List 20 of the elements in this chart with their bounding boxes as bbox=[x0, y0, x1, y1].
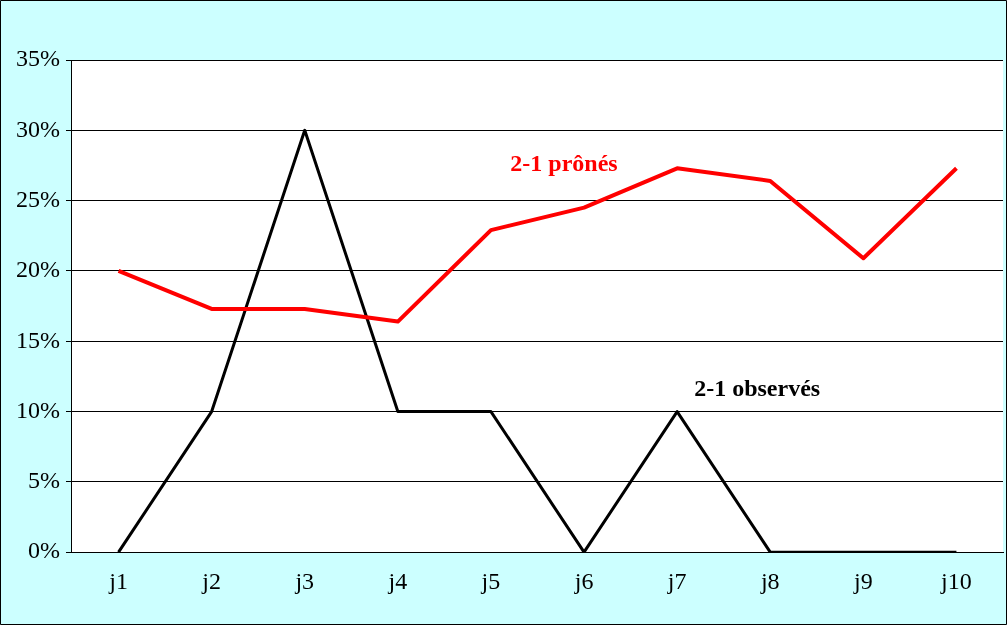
series-label: 2-1 observés bbox=[694, 374, 821, 401]
y-tick-label: 20% bbox=[15, 256, 60, 283]
x-tick-label: j3 bbox=[294, 567, 315, 594]
x-tick-label: j8 bbox=[759, 567, 780, 594]
x-tick-label: j1 bbox=[108, 567, 128, 594]
y-tick-label: 25% bbox=[15, 185, 60, 212]
y-tick-label: 30% bbox=[15, 115, 60, 142]
series-label: 2-1 prônés bbox=[510, 149, 618, 176]
y-tick-label: 0% bbox=[27, 537, 60, 564]
x-tick-label: j6 bbox=[573, 567, 594, 594]
y-tick-label: 10% bbox=[15, 396, 60, 423]
x-tick-label: j5 bbox=[480, 567, 501, 594]
x-tick-label: j2 bbox=[201, 567, 221, 594]
y-tick-label: 35% bbox=[15, 45, 60, 72]
x-tick-label: j10 bbox=[940, 567, 972, 594]
x-tick-label: j4 bbox=[387, 567, 408, 594]
x-tick-label: j7 bbox=[666, 567, 687, 594]
y-tick-label: 5% bbox=[27, 467, 60, 494]
x-tick-label: j9 bbox=[853, 567, 873, 594]
y-tick-label: 15% bbox=[15, 326, 60, 353]
